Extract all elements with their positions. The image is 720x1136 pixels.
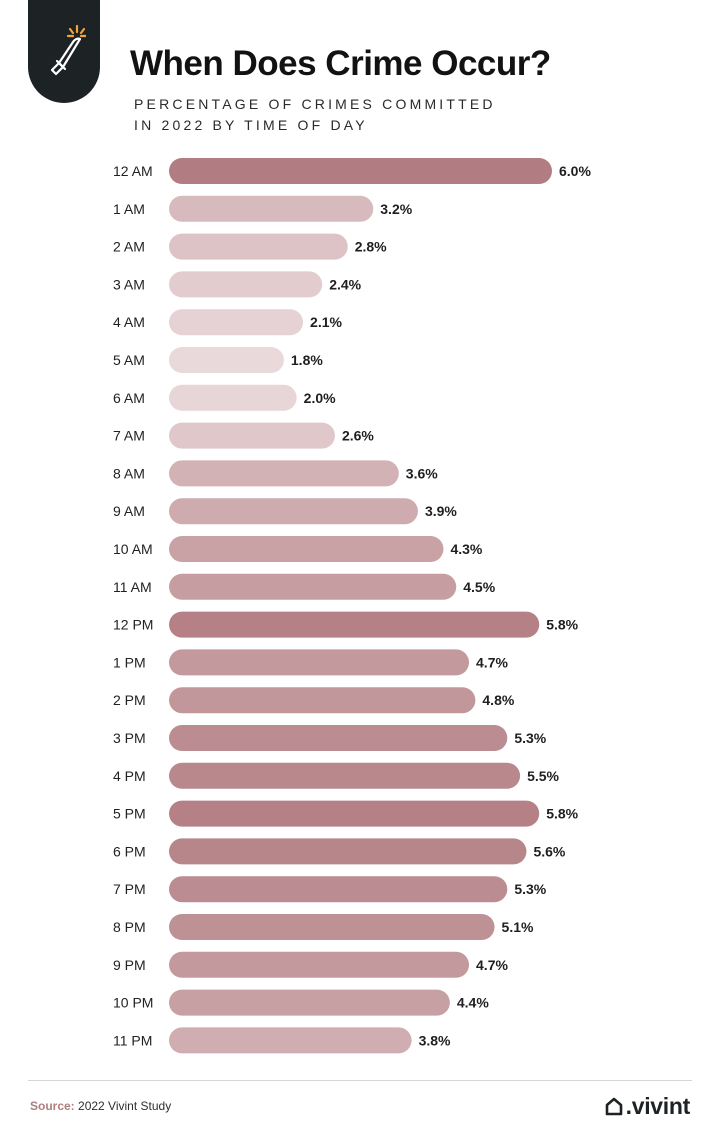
- category-label: 6 AM: [113, 390, 145, 406]
- bar: [169, 195, 374, 222]
- value-label: 5.1%: [502, 919, 534, 935]
- value-label: 3.8%: [419, 1032, 451, 1048]
- value-label: 2.6%: [342, 428, 374, 444]
- category-label: 10 AM: [113, 541, 153, 557]
- bar: [169, 536, 444, 562]
- value-label: 3.9%: [425, 503, 457, 519]
- category-label: 2 PM: [113, 692, 146, 708]
- bar: [169, 762, 521, 789]
- category-label: 4 PM: [113, 768, 146, 784]
- category-label: 11 AM: [113, 579, 152, 595]
- category-label: 11 PM: [113, 1032, 152, 1048]
- brand-name: .vivint: [625, 1093, 691, 1119]
- value-label: 6.0%: [559, 163, 591, 179]
- category-label: 5 AM: [113, 352, 145, 368]
- category-label: 9 AM: [113, 503, 145, 519]
- bar: [169, 611, 540, 638]
- bar-chart: 12 AM 6.0% 1 AM 3.2% 2 AM 2.8% 3 AM 2.4% 4 AM 2.1…: [113, 158, 591, 1054]
- subtitle-line-1: PERCENTAGE OF CRIMES COMMITTED: [134, 96, 496, 112]
- bar: [169, 725, 508, 751]
- bar: [169, 158, 552, 184]
- value-label: 5.3%: [514, 730, 546, 746]
- bar: [169, 233, 348, 260]
- bar: [169, 309, 304, 336]
- bar: [169, 649, 470, 676]
- category-label: 4 AM: [113, 314, 145, 330]
- value-label: 4.7%: [476, 957, 508, 973]
- knife-icon: [50, 24, 86, 76]
- value-label: 5.3%: [514, 881, 546, 897]
- value-label: 3.2%: [380, 201, 412, 217]
- value-label: 5.8%: [546, 617, 578, 633]
- category-label: 3 PM: [113, 730, 146, 746]
- category-label: 12 AM: [113, 163, 153, 179]
- home-icon: [605, 1097, 622, 1116]
- subtitle-line-2: IN 2022 BY TIME OF DAY: [134, 117, 368, 133]
- header-badge: [28, 0, 100, 103]
- value-label: 2.8%: [355, 239, 387, 255]
- bar: [169, 951, 470, 978]
- category-label: 9 PM: [113, 957, 146, 973]
- bar: [169, 347, 284, 373]
- category-label: 7 PM: [113, 881, 146, 897]
- bar: [169, 876, 508, 903]
- category-label: 3 AM: [113, 276, 145, 292]
- source-label: Source:: [30, 1099, 75, 1113]
- category-label: 1 AM: [113, 201, 145, 217]
- value-label: 4.8%: [482, 692, 514, 708]
- category-label: 8 AM: [113, 465, 145, 481]
- value-label: 5.6%: [533, 843, 565, 859]
- category-label: 12 PM: [113, 617, 153, 633]
- category-label: 1 PM: [113, 654, 146, 670]
- category-label: 2 AM: [113, 239, 145, 255]
- value-label: 2.0%: [304, 390, 336, 406]
- value-label: 4.4%: [457, 995, 489, 1011]
- value-label: 4.5%: [463, 579, 495, 595]
- bar: [169, 384, 297, 411]
- category-label: 5 PM: [113, 806, 146, 822]
- bar: [169, 498, 418, 525]
- value-label: 5.5%: [527, 768, 559, 784]
- chart-subtitle: PERCENTAGE OF CRIMES COMMITTED IN 2022 B…: [134, 94, 574, 136]
- value-label: 2.4%: [329, 276, 361, 292]
- category-label: 8 PM: [113, 919, 146, 935]
- bar: [169, 838, 527, 865]
- source-note: Source: 2022 Vivint Study: [30, 1099, 171, 1113]
- bar: [169, 989, 450, 1016]
- vivint-logo: .vivint: [605, 1093, 690, 1120]
- category-label: 10 PM: [113, 995, 153, 1011]
- value-label: 2.1%: [310, 314, 342, 330]
- value-label: 3.6%: [406, 465, 438, 481]
- source-text: 2022 Vivint Study: [78, 1099, 172, 1113]
- bar: [169, 422, 335, 449]
- category-label: 7 AM: [113, 428, 145, 444]
- bar: [169, 573, 457, 600]
- footer-divider: [28, 1080, 692, 1081]
- category-label: 6 PM: [113, 843, 146, 859]
- bar: [169, 271, 323, 298]
- bar: [169, 687, 476, 714]
- value-label: 4.7%: [476, 654, 508, 670]
- bar: [169, 460, 399, 487]
- bar: [169, 800, 540, 827]
- value-label: 5.8%: [546, 806, 578, 822]
- value-label: 4.3%: [450, 541, 482, 557]
- value-label: 1.8%: [291, 352, 323, 368]
- bar: [169, 1027, 412, 1054]
- bar: [169, 914, 495, 940]
- chart-title: When Does Crime Occur?: [130, 44, 551, 83]
